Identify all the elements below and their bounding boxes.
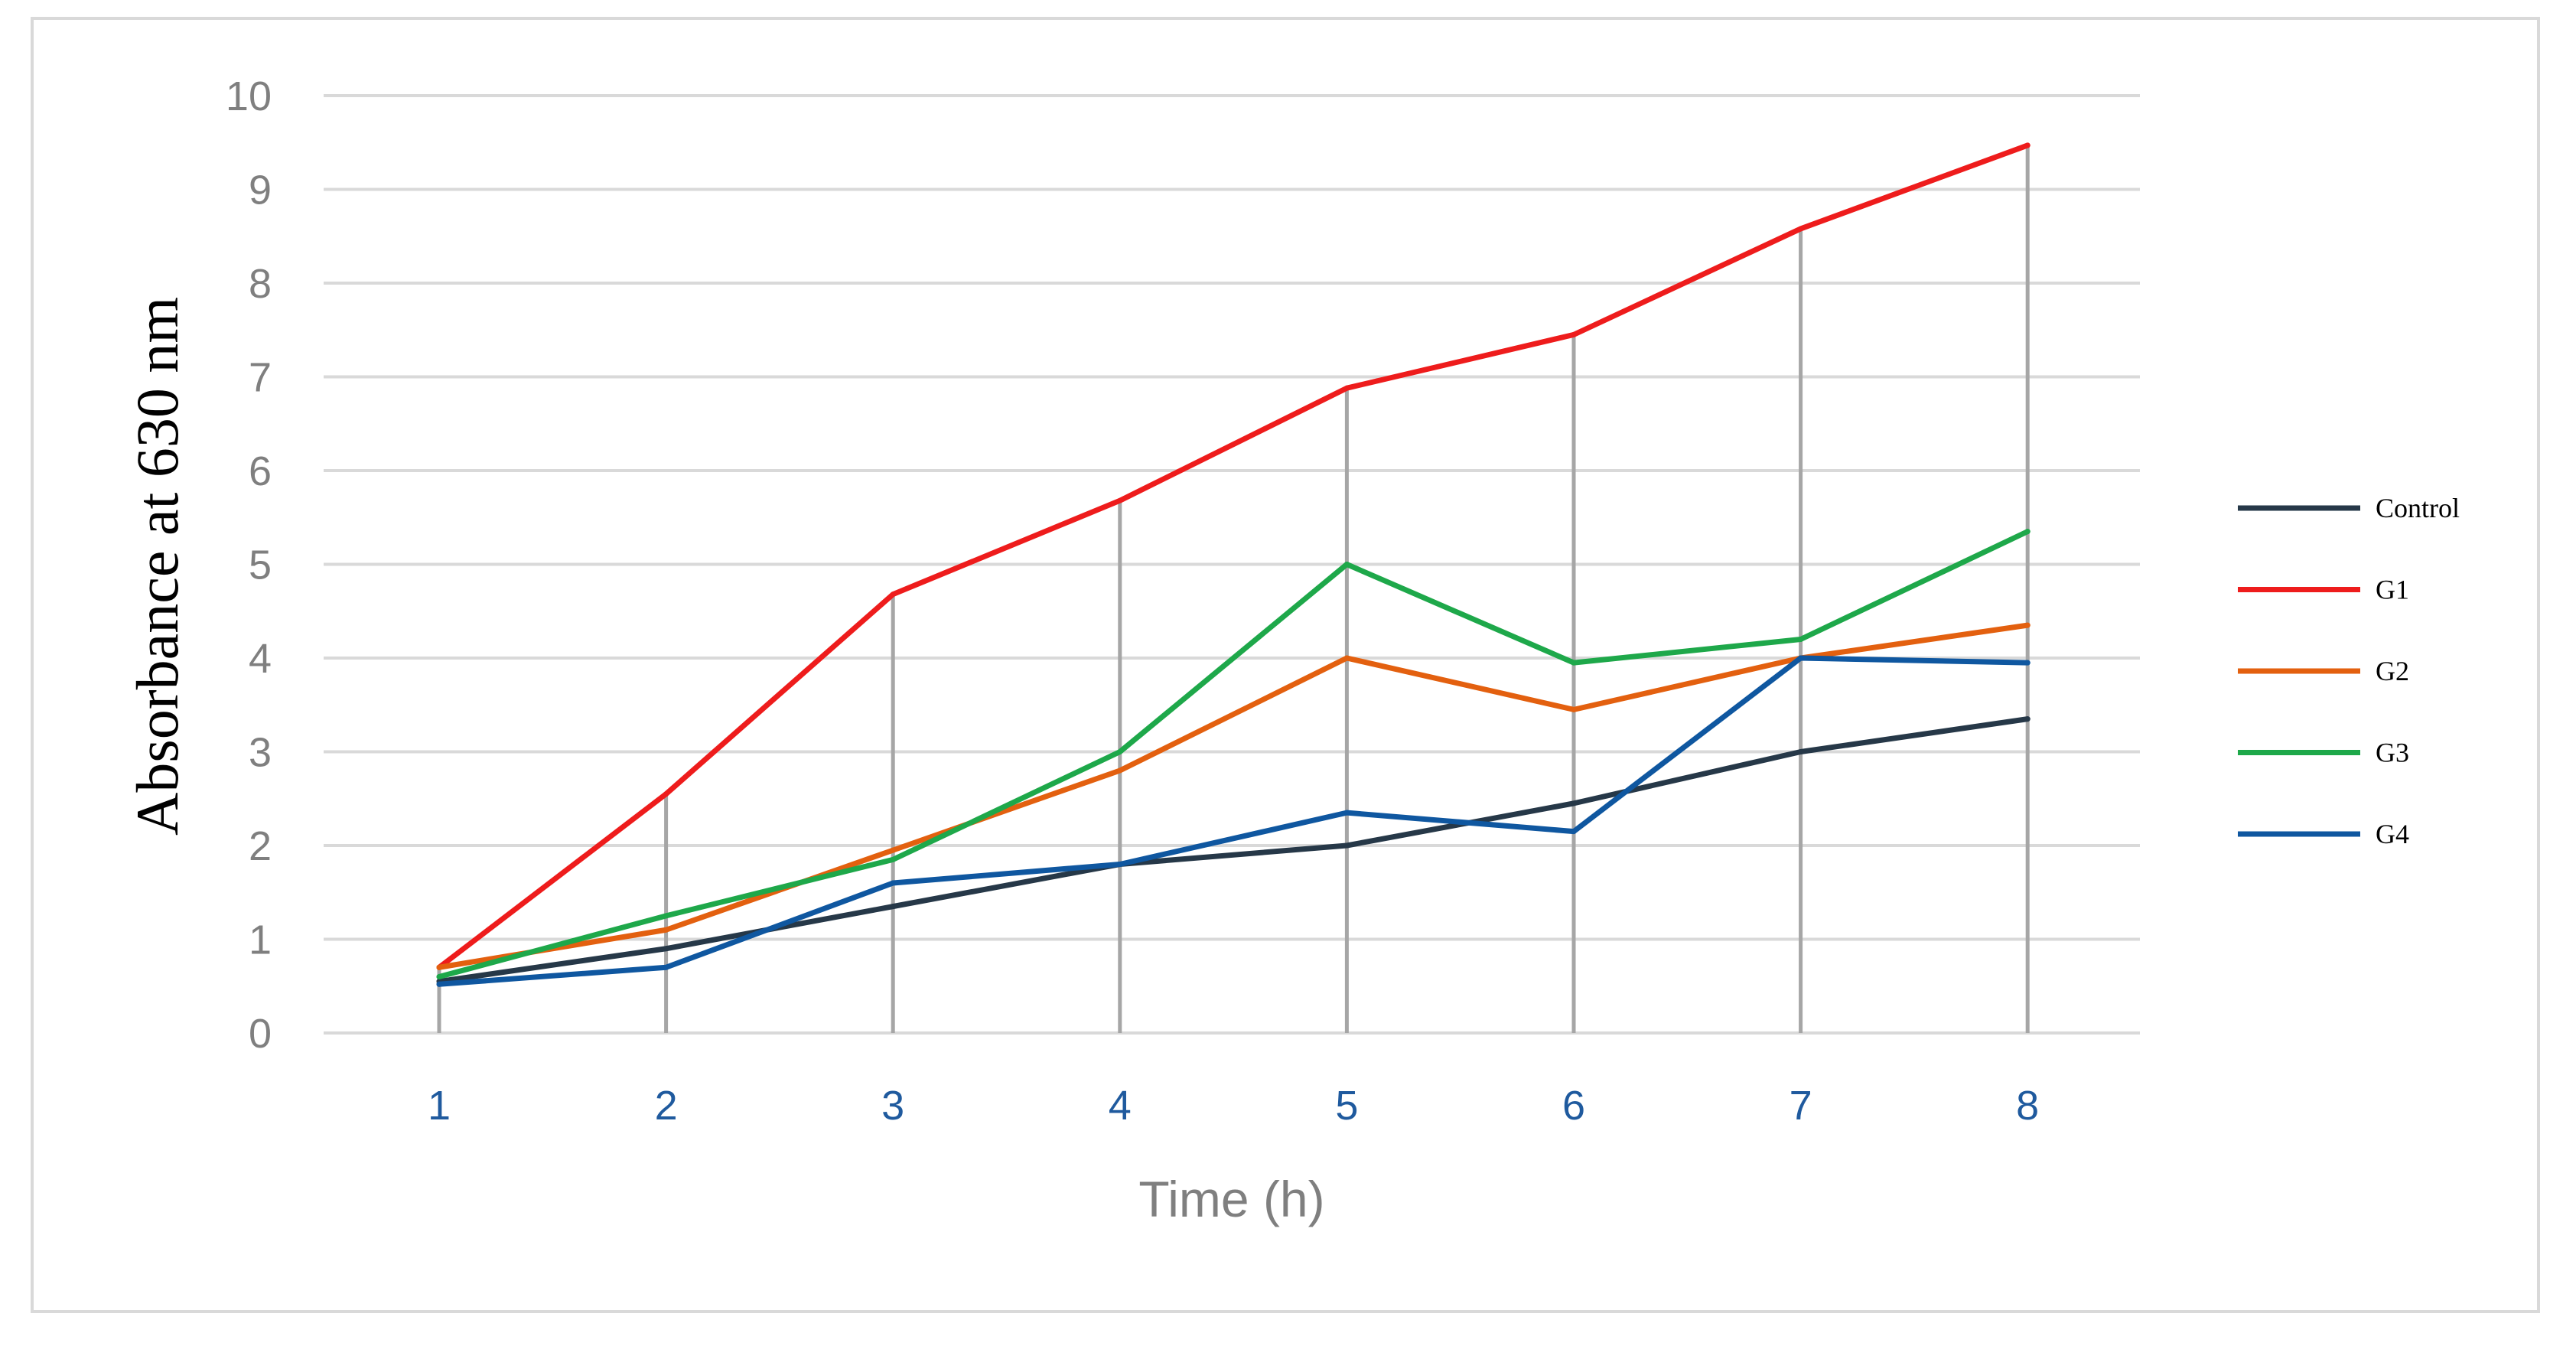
- x-tick-4: 4: [1109, 1083, 1132, 1129]
- legend-item-g1: G1: [2238, 575, 2409, 605]
- y-tick-2: 2: [249, 823, 272, 869]
- point-g2-5: [1343, 655, 1350, 661]
- point-g4-3: [890, 880, 896, 886]
- legend-item-control: Control: [2238, 493, 2460, 523]
- y-tick-labels: 0 1 2 3 4 5 6 7 8 9 10: [226, 73, 272, 1057]
- point-g1-2: [663, 791, 669, 797]
- series-line-g3: [436, 529, 2031, 979]
- y-tick-0: 0: [249, 1011, 272, 1057]
- y-tick-10: 10: [226, 73, 272, 119]
- series-line-control: [436, 716, 2031, 985]
- x-tick-3: 3: [881, 1083, 904, 1129]
- x-tick-labels: 1 2 3 4 5 6 7 8: [428, 1083, 2039, 1129]
- point-control-8: [2024, 716, 2031, 722]
- y-tick-3: 3: [249, 730, 272, 776]
- point-g2-6: [1571, 706, 1577, 712]
- y-tick-8: 8: [249, 261, 272, 307]
- y-tick-1: 1: [249, 917, 272, 963]
- x-tick-7: 7: [1790, 1083, 1812, 1129]
- point-g3-5: [1343, 562, 1350, 567]
- point-g4-8: [2024, 660, 2031, 666]
- legend-item-g4: G4: [2238, 819, 2409, 849]
- point-g3-6: [1571, 660, 1577, 666]
- point-g3-3: [890, 856, 896, 862]
- series-line-g4: [436, 655, 2031, 987]
- legend-label-g3: G3: [2376, 738, 2409, 768]
- y-tick-5: 5: [249, 543, 272, 588]
- x-tick-5: 5: [1335, 1083, 1358, 1129]
- series-line-g2: [436, 622, 2031, 970]
- point-g1-5: [1343, 385, 1350, 391]
- point-g4-7: [1798, 655, 1804, 661]
- x-tick-1: 1: [428, 1083, 451, 1129]
- legend: Control G1 G2 G3 G4: [2238, 493, 2460, 849]
- x-tick-6: 6: [1562, 1083, 1585, 1129]
- drop-lines: [437, 145, 2030, 1033]
- point-g4-5: [1343, 810, 1350, 816]
- y-tick-6: 6: [249, 448, 272, 494]
- legend-item-g3: G3: [2238, 738, 2409, 768]
- legend-label-g4: G4: [2376, 819, 2409, 849]
- legend-label-control: Control: [2376, 493, 2460, 523]
- point-control-3: [890, 904, 896, 910]
- y-axis-label: Absorbance at 630 nm: [124, 297, 191, 836]
- point-g1-6: [1571, 331, 1577, 337]
- legend-label-g1: G1: [2376, 575, 2409, 605]
- point-control-2: [663, 946, 669, 952]
- point-control-6: [1571, 800, 1577, 806]
- point-g2-3: [890, 847, 896, 853]
- series-lines: [436, 142, 2031, 987]
- point-g4-6: [1571, 829, 1577, 835]
- point-control-7: [1798, 749, 1804, 754]
- point-g3-1: [436, 974, 442, 979]
- point-g3-7: [1798, 637, 1804, 642]
- x-tick-8: 8: [2016, 1083, 2039, 1129]
- y-tick-4: 4: [249, 636, 272, 682]
- point-g3-2: [663, 913, 669, 919]
- y-tick-7: 7: [249, 355, 272, 401]
- series-line-g1: [436, 142, 2031, 970]
- y-tick-9: 9: [249, 168, 272, 213]
- point-g2-4: [1117, 767, 1123, 774]
- point-g4-1: [436, 981, 442, 987]
- x-axis-label: Time (h): [1138, 1171, 1324, 1227]
- point-g1-4: [1117, 497, 1123, 503]
- legend-item-g2: G2: [2238, 656, 2409, 686]
- point-g3-8: [2024, 529, 2031, 535]
- point-g1-8: [2024, 142, 2031, 148]
- x-tick-2: 2: [655, 1083, 678, 1129]
- point-g1-3: [890, 591, 896, 598]
- point-g3-4: [1117, 749, 1123, 754]
- chart-frame: [31, 17, 2540, 1313]
- gridlines: [324, 94, 2140, 1035]
- point-g2-2: [663, 927, 669, 933]
- point-g2-8: [2024, 622, 2031, 628]
- point-g1-7: [1798, 226, 1804, 232]
- point-g4-2: [663, 964, 669, 970]
- legend-label-g2: G2: [2376, 656, 2409, 686]
- point-g2-1: [436, 964, 442, 970]
- point-control-5: [1343, 842, 1350, 849]
- point-g4-4: [1117, 862, 1123, 867]
